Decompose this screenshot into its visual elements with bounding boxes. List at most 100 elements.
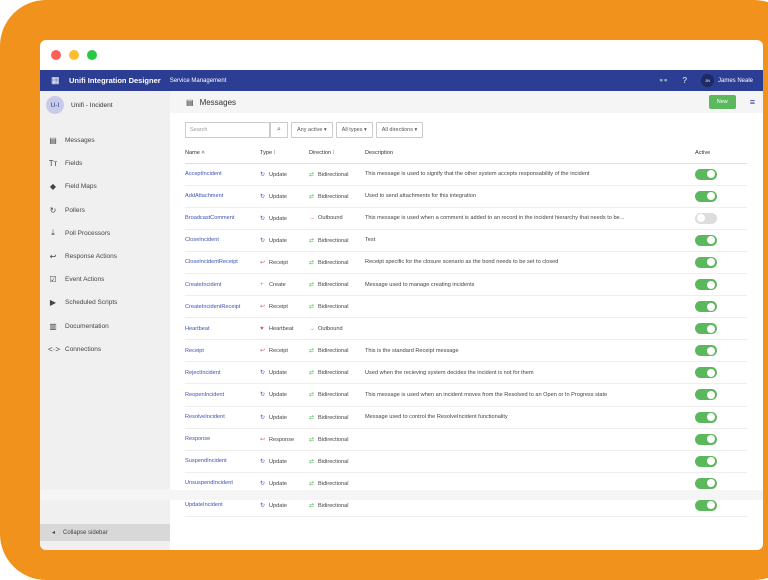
message-name-link[interactable]: CloseIncidentReceipt — [185, 251, 260, 274]
table-row[interactable]: SuspendIncident ↻ Update ⇄ Bidirectional — [185, 450, 747, 473]
table-row[interactable]: BroadcastComment ↻ Update → Outbound This … — [185, 207, 747, 230]
window-chrome — [40, 40, 763, 70]
active-toggle[interactable] — [695, 499, 717, 511]
exchange-icon: ⇄ — [309, 502, 315, 509]
message-name-link[interactable]: Heartbeat — [185, 317, 260, 341]
avatar: JN — [700, 74, 714, 87]
help-icon[interactable]: ? — [682, 76, 687, 85]
table-row[interactable]: CreateIncidentReceipt ↩ Receipt ⇄ Bidirect… — [185, 295, 747, 319]
search-button[interactable]: ⌕ — [270, 122, 288, 138]
message-name-link[interactable]: CreateIncident — [185, 273, 260, 297]
message-name-link[interactable]: Receipt — [185, 339, 260, 363]
active-toggle[interactable] — [695, 168, 717, 180]
message-name-link[interactable]: AcceptIncident — [185, 163, 260, 186]
message-description — [365, 494, 687, 518]
column-header-name[interactable]: Name ˄ — [185, 143, 260, 164]
sidebar-item-connections[interactable]: <·> Connections — [40, 338, 170, 361]
message-name-link[interactable]: ResolveIncident — [185, 406, 260, 429]
sidebar-item-response-actions[interactable]: ↩ Response Actions — [40, 245, 170, 268]
message-type: Update — [269, 237, 288, 244]
active-toggle[interactable] — [695, 411, 717, 423]
table-row[interactable]: UpdateIncident ↻ Update ⇄ Bidirectional — [185, 494, 747, 518]
new-button[interactable]: New — [708, 95, 736, 109]
sidebar-item-fields[interactable]: Tт Fields — [40, 152, 170, 175]
app-grid-icon[interactable]: ▦ — [51, 75, 60, 85]
sidebar-item-poll-processors[interactable]: ⤓ Poll Processors — [40, 222, 170, 245]
table-row[interactable]: CloseIncidentReceipt ↩ Receipt ⇄ Bidirecti… — [185, 251, 747, 274]
glasses-icon[interactable]: 👓 — [658, 76, 669, 85]
message-name-link[interactable]: ReopenIncident — [185, 383, 260, 407]
message-type: Update — [269, 215, 288, 222]
column-header-type[interactable]: Type ⁝ — [260, 143, 309, 164]
message-name-link[interactable]: UpdateIncident — [185, 494, 260, 518]
top-bar: ▦ Unifi Integration Designer Service Man… — [40, 70, 763, 91]
menu-icon[interactable]: ≡ — [749, 97, 755, 107]
active-toggle[interactable] — [695, 256, 717, 268]
active-toggle[interactable] — [695, 433, 717, 445]
minimize-window-button[interactable] — [69, 50, 79, 60]
message-type: Update — [269, 414, 288, 421]
table-row[interactable]: RejectIncident ↻ Update ⇄ Bidirectional Us… — [185, 361, 747, 385]
direction-filter-dropdown[interactable]: All directions ▾ — [375, 122, 424, 138]
message-name-link[interactable]: SuspendIncident — [185, 450, 260, 473]
message-type: Receipt — [269, 259, 288, 266]
sidebar-item-messages[interactable]: ▤ Messages — [40, 129, 170, 152]
messages-table: Name ˄ Type ⁝ Direction ⁝ Description Ac… — [185, 143, 747, 518]
message-type: Create — [269, 281, 286, 288]
app-subtitle[interactable]: Service Management — [169, 77, 227, 84]
active-toggle[interactable] — [695, 367, 717, 379]
message-name-link[interactable]: CloseIncident — [185, 229, 260, 252]
sidebar-item-label: Field Maps — [65, 183, 97, 191]
type-filter-dropdown[interactable]: All types ▾ — [335, 122, 373, 138]
sidebar-item-documentation[interactable]: ▥ Documentation — [40, 315, 170, 338]
file-icon: ▤ — [49, 136, 57, 146]
table-row[interactable]: AcceptIncident ↻ Update ⇄ Bidirectional Th… — [185, 163, 747, 186]
sidebar-item-scheduled-scripts[interactable]: ▶ Scheduled Scripts — [40, 291, 170, 314]
table-row[interactable]: Response ↩ Response ⇄ Bidirectional — [185, 428, 747, 451]
active-toggle[interactable] — [695, 234, 717, 246]
sidebar-item-label: Connections — [65, 345, 102, 353]
message-name-link[interactable]: BroadcastComment — [185, 207, 260, 230]
column-header-direction[interactable]: Direction ⁝ — [309, 143, 365, 164]
active-toggle[interactable] — [695, 389, 717, 401]
app-title[interactable]: Unifi Integration Designer — [69, 76, 161, 85]
active-toggle[interactable] — [695, 190, 717, 202]
collapse-sidebar-button[interactable]: ◂ Collapse sidebar — [40, 524, 170, 541]
active-toggle[interactable] — [695, 345, 717, 357]
message-name-link[interactable]: RejectIncident — [185, 361, 260, 385]
refresh-icon: ↻ — [260, 215, 266, 222]
sidebar-item-event-actions[interactable]: ☑ Event Actions — [40, 268, 170, 291]
table-row[interactable]: AddAttachment ↻ Update ⇄ Bidirectional Use… — [185, 185, 747, 208]
table-row[interactable]: ReopenIncident ↻ Update ⇄ Bidirectional Th… — [185, 383, 747, 407]
close-window-button[interactable] — [51, 50, 61, 60]
refresh-icon: ↻ — [260, 480, 266, 487]
message-name-link[interactable]: Response — [185, 428, 260, 451]
active-filter-dropdown[interactable]: Any active ▾ — [291, 122, 333, 138]
search-input[interactable]: Search — [185, 122, 270, 138]
sidebar-item-field-maps[interactable]: ◆ Field Maps — [40, 175, 170, 198]
active-toggle[interactable] — [695, 455, 717, 467]
message-name-link[interactable]: CreateIncidentReceipt — [185, 295, 260, 319]
table-row[interactable]: UnsuspendIncident ↻ Update ⇄ Bidirectional — [185, 472, 747, 495]
active-toggle[interactable] — [695, 212, 717, 224]
table-row[interactable]: Heartbeat ♥ Heartbeat → Outbound — [185, 317, 747, 341]
collapse-sidebar-label: Collapse sidebar — [63, 529, 108, 536]
refresh-icon: ↻ — [260, 392, 266, 399]
user-menu[interactable]: JN James Neale — [700, 74, 753, 87]
active-toggle[interactable] — [695, 323, 717, 335]
active-toggle[interactable] — [695, 279, 717, 291]
table-row[interactable]: CreateIncident + Create ⇄ Bidirectional Me… — [185, 273, 747, 297]
message-direction: Bidirectional — [318, 502, 349, 509]
active-toggle[interactable] — [695, 477, 717, 489]
message-name-link[interactable]: AddAttachment — [185, 185, 260, 208]
table-row[interactable]: ResolveIncident ↻ Update ⇄ Bidirectional M… — [185, 406, 747, 429]
maximize-window-button[interactable] — [87, 50, 97, 60]
active-toggle[interactable] — [695, 301, 717, 313]
message-description: This message is used when an incident mo… — [365, 383, 687, 407]
table-row[interactable]: Receipt ↩ Receipt ⇄ Bidirectional This is … — [185, 339, 747, 363]
message-direction: Outbound — [318, 325, 343, 332]
caret-left-icon: ◂ — [52, 530, 56, 536]
message-type: Update — [269, 193, 288, 200]
sidebar-item-pollers[interactable]: ↻ Pollers — [40, 199, 170, 222]
table-row[interactable]: CloseIncident ↻ Update ⇄ Bidirectional Tes… — [185, 229, 747, 252]
